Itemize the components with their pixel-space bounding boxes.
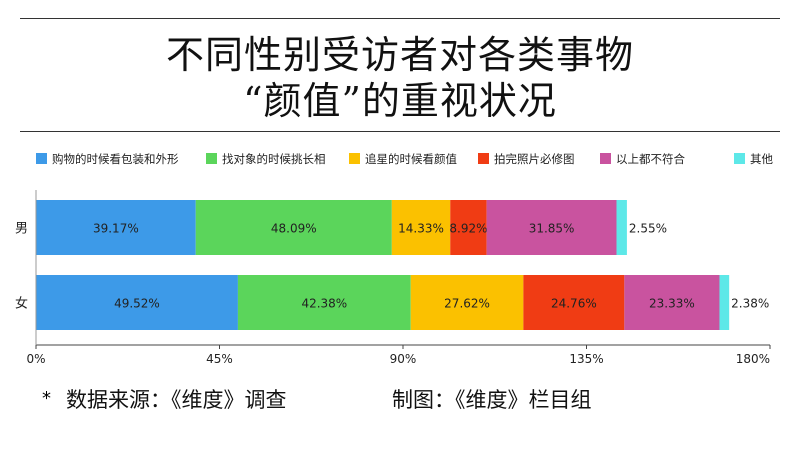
bar-segment [195, 200, 392, 255]
data-label: 31.85% [529, 222, 575, 236]
x-tick-label: 135% [569, 352, 603, 366]
footnote-star: * [42, 388, 51, 409]
data-label: 14.33% [398, 222, 444, 236]
legend-swatch [36, 153, 47, 164]
category-label: 男 [15, 222, 28, 237]
title-rule [20, 131, 780, 132]
data-label: 39.17% [93, 222, 139, 236]
chart-title-line-1: 不同性别受访者对各类事物 [165, 33, 634, 77]
bar-segment [624, 275, 720, 330]
data-label: 23.33% [649, 297, 695, 311]
chart-title-line-2: “颜值”的重视状况 [243, 79, 557, 123]
legend-label: 追星的时候看颜值 [365, 152, 457, 166]
data-label: 8.92% [449, 222, 487, 236]
bar-segment [523, 275, 625, 330]
bar-segment [36, 200, 196, 255]
legend-label: 以上都不符合 [616, 152, 685, 166]
x-tick-label: 90% [390, 352, 417, 366]
bar-segment [237, 275, 411, 330]
x-tick-label: 0% [26, 352, 45, 366]
legend-swatch [349, 153, 360, 164]
bar-segment [450, 200, 487, 255]
chart-credit-note: 制图：《维度》栏目组 [392, 388, 592, 412]
legend-swatch [478, 153, 489, 164]
legend-label: 拍完照片必修图 [494, 152, 575, 166]
category-label: 女 [15, 296, 28, 312]
bar-segment [36, 275, 238, 330]
data-label: 48.09% [271, 222, 317, 236]
data-label: 2.38% [731, 297, 769, 311]
legend-label: 找对象的时候挑长相 [222, 152, 326, 166]
bar-segment [486, 200, 617, 255]
x-tick-label: 45% [206, 352, 233, 366]
bar-segment [410, 275, 524, 330]
stacked-bar-chart: 购物的时候看包装和外形 找对象的时候挑长相 追星的时候看颜值 拍完照片必修图 以上都不符… [15, 152, 773, 366]
data-source-note: 数据来源：《维度》调查 [66, 388, 287, 412]
legend-swatch [206, 153, 217, 164]
data-label: 2.55% [629, 222, 667, 236]
legend-swatch [734, 153, 745, 164]
bar-segment [616, 200, 627, 255]
data-label: 42.38% [301, 297, 347, 311]
data-label: 24.76% [551, 297, 597, 311]
data-label: 49.52% [114, 297, 160, 311]
legend-label: 购物的时候看包装和外形 [52, 152, 179, 166]
top-rule [20, 18, 780, 19]
bar-segment [719, 275, 730, 330]
legend-swatch [600, 153, 611, 164]
bar-segment [391, 200, 451, 255]
legend-label: 其他 [750, 152, 773, 166]
x-tick-label: 180% [736, 352, 770, 366]
data-label: 27.62% [444, 297, 490, 311]
